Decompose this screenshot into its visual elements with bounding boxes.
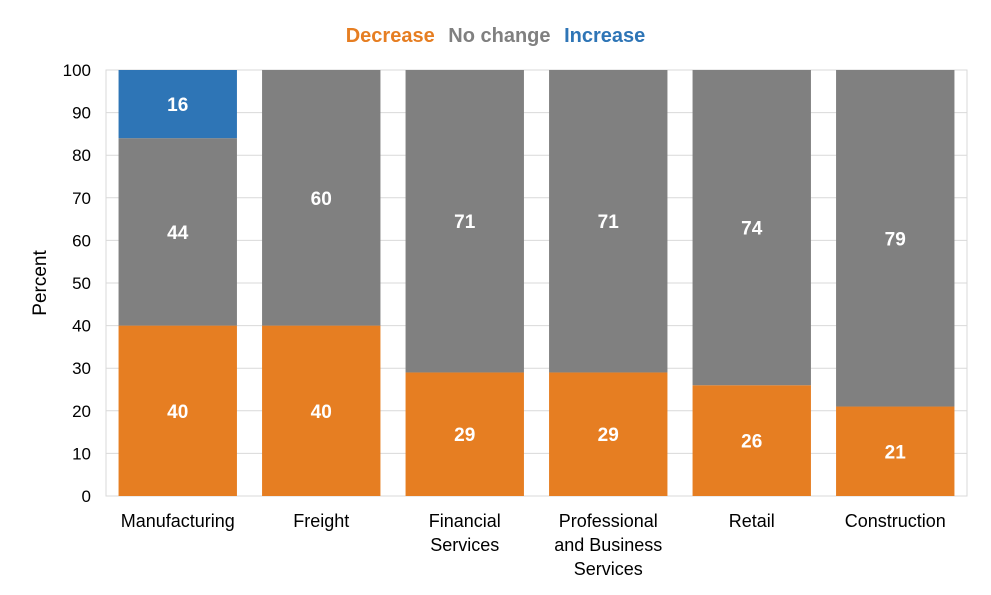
bar-segment-decrease	[405, 372, 524, 496]
x-category-label: Manufacturing	[121, 511, 235, 531]
x-category-label: Services	[574, 559, 643, 579]
legend-item-increase: Increase	[564, 25, 646, 47]
plot-area-border	[105, 69, 968, 497]
x-category-label: Services	[430, 535, 499, 555]
x-category-label: Freight	[293, 511, 349, 531]
y-tick-label: 10	[72, 444, 91, 463]
x-category-label: Financial	[429, 511, 501, 531]
data-label: 26	[741, 432, 762, 453]
y-tick-label: 80	[72, 146, 91, 165]
y-tick-label: 20	[72, 402, 91, 421]
gridlines	[105, 69, 968, 497]
x-axis-categories: Manufacturing Freight Financial Services Pro…	[121, 511, 946, 579]
y-tick-label: 30	[72, 359, 91, 378]
data-label: 40	[167, 402, 188, 423]
bar-segment-no-change	[549, 70, 668, 373]
bar-segment-no-change	[405, 70, 524, 373]
data-label: 71	[598, 212, 620, 233]
bar-segment-decrease	[262, 325, 381, 496]
legend-item-decrease: Decrease	[345, 25, 435, 47]
bar-segment-no-change	[118, 138, 237, 326]
data-label: 79	[885, 229, 906, 250]
data-label: 40	[311, 402, 332, 423]
bar-segment-no-change	[836, 70, 955, 407]
bar-segment-decrease	[549, 372, 668, 496]
data-label: 74	[741, 219, 763, 240]
bars: 40 44 16 40 60 29 71 29 71 26 74 21 79	[118, 70, 955, 496]
bar-segment-decrease	[692, 385, 811, 496]
bar-segment-increase	[118, 70, 237, 139]
x-category-label: Professional	[559, 511, 658, 531]
y-tick-label: 50	[72, 274, 91, 293]
legend: Decrease No change Increase	[0, 25, 991, 48]
x-category-label: Retail	[729, 511, 775, 531]
y-axis-ticks: 0 10 20 30 40 50 60 70 80 90 100	[63, 61, 91, 506]
data-label: 29	[598, 425, 619, 446]
y-tick-label: 90	[72, 104, 91, 123]
legend-item-no-change: No change	[448, 25, 551, 47]
data-label: 29	[454, 425, 475, 446]
bar-segment-decrease	[836, 406, 955, 496]
x-category-label: and Business	[554, 535, 662, 555]
y-tick-label: 40	[72, 317, 91, 336]
data-label: 16	[167, 95, 188, 116]
bar-segment-decrease	[118, 325, 237, 496]
y-tick-label: 100	[63, 61, 91, 80]
bar-segment-no-change	[692, 70, 811, 386]
data-label: 44	[167, 223, 189, 244]
y-tick-label: 70	[72, 189, 91, 208]
data-label: 71	[454, 212, 476, 233]
data-label: 60	[311, 189, 332, 210]
bar-segment-no-change	[262, 70, 381, 326]
data-label: 21	[885, 442, 907, 463]
y-tick-label: 0	[82, 487, 91, 506]
y-axis-label: Percent	[30, 250, 51, 316]
y-tick-label: 60	[72, 231, 91, 250]
x-category-label: Construction	[845, 511, 946, 531]
